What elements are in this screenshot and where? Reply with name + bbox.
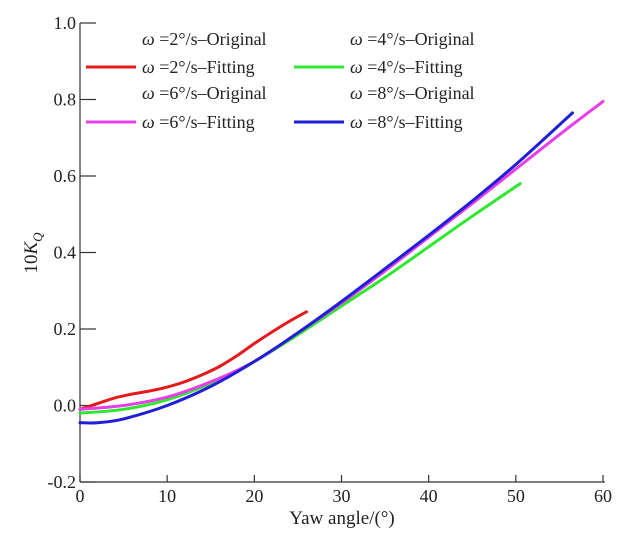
y-tick-label: -0.2 [48,472,77,492]
legend-omega-symbol: ω [350,112,367,132]
legend-label: =4°/s–Fitting [367,57,462,77]
x-tick-label: 50 [507,486,525,506]
y-tick-label: 0.8 [54,90,77,110]
y-tick-label: 0.2 [54,319,77,339]
y-axis-title: 10KQ [21,232,45,274]
legend-label: =6°/s–Original [159,83,266,103]
legend-omega-symbol: ω [142,57,159,77]
legend-label: =4°/s–Original [367,29,474,49]
legend-omega-symbol: ω [350,83,367,103]
y-tick-label: 0.4 [54,243,77,263]
legend-omega-symbol: ω [142,112,159,132]
y-tick-label: 0.0 [54,396,77,416]
legend-entry: ω =6°/s–Fitting [142,112,255,132]
legend-omega-symbol: ω [142,29,159,49]
legend-entry: ω =8°/s–Fitting [350,112,463,132]
legend-omega-symbol: ω [350,57,367,77]
x-axis-title: Yaw angle/(°) [289,508,394,529]
legend-entry: ω =6°/s–Original [142,83,267,103]
y-tick-label: 1.0 [54,13,77,33]
x-tick-label: 20 [245,486,263,506]
legend-entry: ω =4°/s–Fitting [350,57,463,77]
legend-omega-symbol: ω [350,29,367,49]
legend-label: =6°/s–Fitting [159,112,254,132]
legend-entry: ω =2°/s–Original [142,29,267,49]
series-line-1 [78,310,309,411]
x-tick-label: 0 [76,486,85,506]
series-line-2 [78,182,522,415]
y-axis-title-symbol: K [21,241,42,256]
y-tick-label: 0.6 [54,166,77,186]
legend-entry: ω =2°/s–Fitting [142,57,255,77]
legend-label: =2°/s–Original [159,29,266,49]
legend-label: =2°/s–Fitting [159,57,254,77]
x-tick-label: 30 [333,486,351,506]
legend-label: =8°/s–Fitting [367,112,462,132]
y-axis-title-prefix: 10 [21,255,42,274]
series-line-4 [78,111,574,425]
series-group [78,99,605,425]
svg-text:10KQ: 10KQ [21,232,45,274]
x-tick-label: 40 [420,486,438,506]
x-tick-label: 10 [158,486,176,506]
series-line-3 [78,99,605,411]
legend-entry: ω =4°/s–Original [350,29,475,49]
legend-entry: ω =8°/s–Original [350,83,475,103]
legend-omega-symbol: ω [142,83,159,103]
legend-label: =8°/s–Original [367,83,474,103]
ticks: 0 10 20 30 40 50 60 -0.2 0.0 0.2 0.4 0.6 0.8 1.0 [48,13,613,506]
x-tick-label: 60 [594,486,612,506]
y-axis-title-subscript: Q [30,232,45,242]
